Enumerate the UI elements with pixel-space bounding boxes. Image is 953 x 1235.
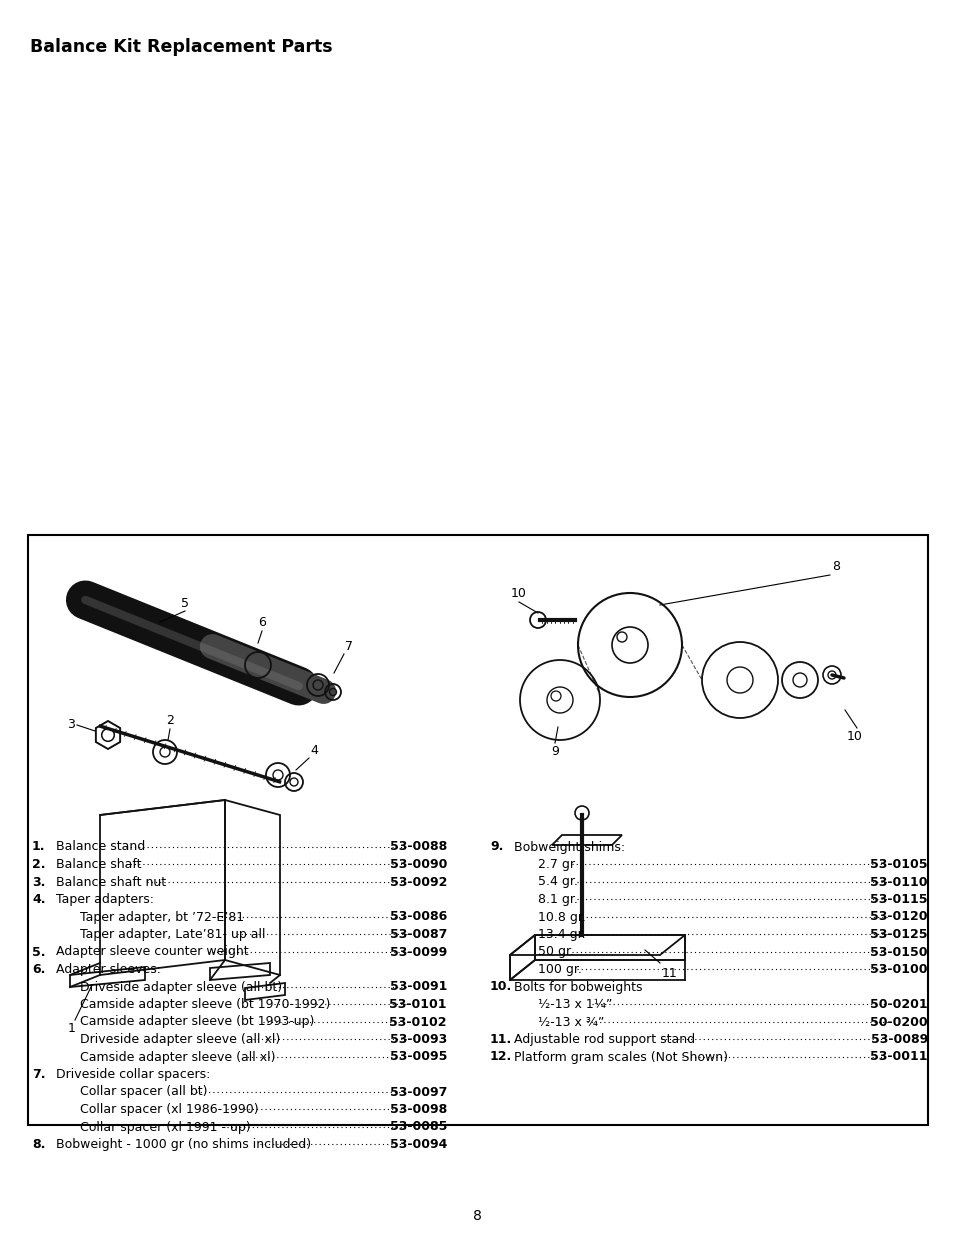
Text: 9.: 9. xyxy=(490,841,503,853)
Bar xyxy=(28,535,927,1125)
Text: 53-0093: 53-0093 xyxy=(390,1032,447,1046)
Text: 11: 11 xyxy=(661,967,677,981)
Text: 5: 5 xyxy=(181,597,189,610)
Text: 5.: 5. xyxy=(32,946,46,958)
Text: 53-0094: 53-0094 xyxy=(389,1137,447,1151)
Text: ½-13 x ¾”: ½-13 x ¾” xyxy=(537,1015,604,1029)
Text: 53-0125: 53-0125 xyxy=(869,927,927,941)
Text: Balance shaft nut: Balance shaft nut xyxy=(56,876,166,888)
Text: 4.: 4. xyxy=(32,893,46,906)
Text: Camside adapter sleeve (bt 1993-up): Camside adapter sleeve (bt 1993-up) xyxy=(80,1015,314,1029)
Text: Taper adapter, bt ’72-E’81: Taper adapter, bt ’72-E’81 xyxy=(80,910,244,924)
Text: 53-0098: 53-0098 xyxy=(390,1103,447,1116)
Text: 50-0200: 50-0200 xyxy=(869,1015,927,1029)
Text: 4: 4 xyxy=(310,743,317,757)
Text: 1: 1 xyxy=(68,1023,76,1035)
Text: 8: 8 xyxy=(472,1209,481,1223)
Text: Adapter sleeve counter weight: Adapter sleeve counter weight xyxy=(56,946,249,958)
Text: 53-0099: 53-0099 xyxy=(390,946,447,958)
Text: 9: 9 xyxy=(551,745,558,758)
Text: Taper adapter, Late’81- up all: Taper adapter, Late’81- up all xyxy=(80,927,265,941)
Text: 3.: 3. xyxy=(32,876,46,888)
Text: 7.: 7. xyxy=(32,1068,46,1081)
Text: 53-0105: 53-0105 xyxy=(869,858,927,871)
Text: Bolts for bobweights: Bolts for bobweights xyxy=(514,981,641,993)
Text: Adjustable rod support stand: Adjustable rod support stand xyxy=(514,1032,695,1046)
Text: Driveside adapter sleeve (all bt): Driveside adapter sleeve (all bt) xyxy=(80,981,282,993)
Text: 53-0092: 53-0092 xyxy=(389,876,447,888)
Text: 53-0088: 53-0088 xyxy=(390,841,447,853)
Text: 53-0101: 53-0101 xyxy=(389,998,447,1011)
Text: Collar spacer (all bt): Collar spacer (all bt) xyxy=(80,1086,208,1098)
Text: 5.4 gr.: 5.4 gr. xyxy=(537,876,578,888)
Text: 53-0089: 53-0089 xyxy=(870,1032,927,1046)
Text: Bobweight - 1000 gr (no shims included): Bobweight - 1000 gr (no shims included) xyxy=(56,1137,311,1151)
Text: 8.1 gr.: 8.1 gr. xyxy=(537,893,578,906)
Text: 100 gr.: 100 gr. xyxy=(537,963,581,976)
Text: 53-0091: 53-0091 xyxy=(389,981,447,993)
Text: 53-0097: 53-0097 xyxy=(389,1086,447,1098)
Text: 2.: 2. xyxy=(32,858,46,871)
Text: 10: 10 xyxy=(511,587,526,600)
Text: Collar spacer (xl 1986-1990): Collar spacer (xl 1986-1990) xyxy=(80,1103,258,1116)
Text: 1.: 1. xyxy=(32,841,46,853)
Text: 53-0110: 53-0110 xyxy=(869,876,927,888)
Text: 3: 3 xyxy=(67,719,75,731)
Text: Balance shaft: Balance shaft xyxy=(56,858,141,871)
Text: 7: 7 xyxy=(345,640,353,653)
Text: 50 gr.: 50 gr. xyxy=(537,946,574,958)
Text: Balance Kit Replacement Parts: Balance Kit Replacement Parts xyxy=(30,38,333,56)
Text: 53-0095: 53-0095 xyxy=(389,1051,447,1063)
Text: 53-0090: 53-0090 xyxy=(389,858,447,871)
Text: Driveside adapter sleeve (all xl): Driveside adapter sleeve (all xl) xyxy=(80,1032,280,1046)
Text: 53-0085: 53-0085 xyxy=(389,1120,447,1134)
Text: 12.: 12. xyxy=(490,1051,512,1063)
Text: 13.4 gr.: 13.4 gr. xyxy=(537,927,585,941)
Text: 6.: 6. xyxy=(32,963,46,976)
Text: 8: 8 xyxy=(831,559,840,573)
Text: 10.: 10. xyxy=(490,981,512,993)
Text: 53-0115: 53-0115 xyxy=(869,893,927,906)
Text: Camside adapter sleeve (all xl): Camside adapter sleeve (all xl) xyxy=(80,1051,275,1063)
Text: Balance stand: Balance stand xyxy=(56,841,145,853)
Text: Platform gram scales (Not Shown): Platform gram scales (Not Shown) xyxy=(514,1051,727,1063)
Text: Taper adapters:: Taper adapters: xyxy=(56,893,153,906)
Text: 53-0086: 53-0086 xyxy=(390,910,447,924)
Text: 53-0150: 53-0150 xyxy=(869,946,927,958)
Text: 53-0087: 53-0087 xyxy=(389,927,447,941)
Text: Camside adapter sleeve (bt 1970-1992): Camside adapter sleeve (bt 1970-1992) xyxy=(80,998,330,1011)
Text: 50-0201: 50-0201 xyxy=(869,998,927,1011)
Text: Collar spacer (xl 1991 - up): Collar spacer (xl 1991 - up) xyxy=(80,1120,251,1134)
Text: 10: 10 xyxy=(846,730,862,743)
Text: 10.8 gr.: 10.8 gr. xyxy=(537,910,585,924)
Text: 6: 6 xyxy=(258,616,266,629)
Text: 53-0011: 53-0011 xyxy=(869,1051,927,1063)
Text: 53-0102: 53-0102 xyxy=(389,1015,447,1029)
Text: Driveside collar spacers:: Driveside collar spacers: xyxy=(56,1068,211,1081)
Text: Bobweight shims:: Bobweight shims: xyxy=(514,841,624,853)
Text: 53-0120: 53-0120 xyxy=(869,910,927,924)
Text: 11.: 11. xyxy=(490,1032,512,1046)
Text: 8.: 8. xyxy=(32,1137,46,1151)
Text: Adapter sleeves:: Adapter sleeves: xyxy=(56,963,161,976)
Text: ½-13 x 1¼”: ½-13 x 1¼” xyxy=(537,998,612,1011)
Text: 2.7 gr: 2.7 gr xyxy=(537,858,575,871)
Text: 53-0100: 53-0100 xyxy=(869,963,927,976)
Text: 2: 2 xyxy=(166,714,173,727)
